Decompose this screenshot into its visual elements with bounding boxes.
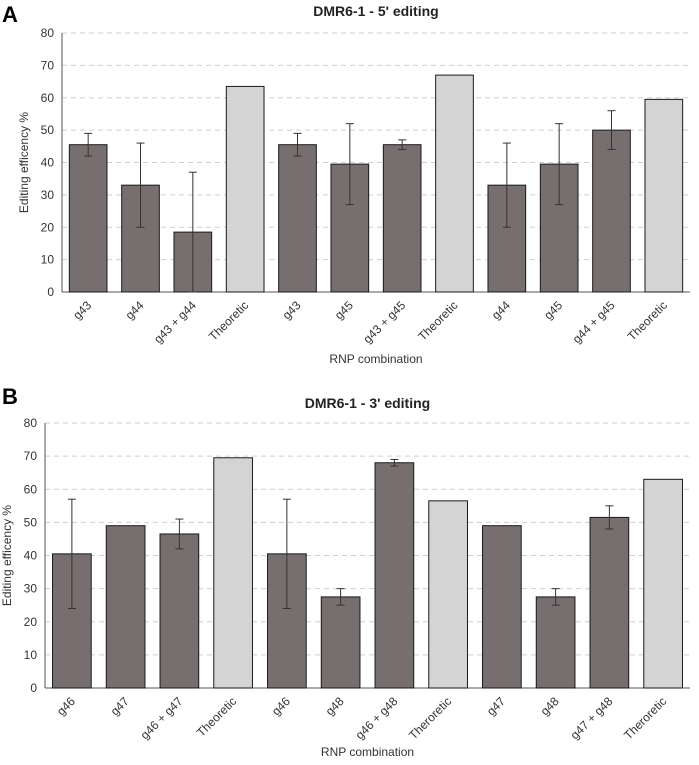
bar [105,525,146,689]
x-tick-label: g43 + g45 [360,298,408,346]
x-tick-label: g46 [269,694,293,718]
bar [592,129,631,293]
bar-theoretic [435,74,474,293]
x-tick-label: g46 [54,694,78,718]
x-tick-label: g43 [280,298,304,322]
y-axis-label: Editing efficency % [17,112,31,213]
x-tick-label: g46 + g47 [138,694,186,742]
x-tick-label: g48 [538,694,562,718]
x-tick-label: g43 + g44 [151,298,199,346]
bar [68,144,108,293]
x-tick-label: g44 [489,298,513,322]
bar [121,184,160,293]
chart-b: DMR6-1 - 3' editing 0 10 20 30 40 50 60 70 80 g46 g… [0,395,690,759]
bar-theoretic [643,478,683,689]
y-tick-label: 60 [41,91,55,105]
x-tick-label: g44 [123,298,147,322]
y-tick-label: 0 [47,285,54,299]
x-tick-label: g46 + g48 [353,694,401,742]
x-tick-label: g43 [70,298,94,322]
y-tick-label: 40 [24,549,38,563]
y-tick-label: 50 [41,123,55,137]
chart-title: DMR6-1 - 3' editing [305,395,430,411]
x-tick-label: g45 [541,298,565,322]
x-tick-label: g47 [484,694,508,718]
bar [382,144,422,293]
y-tick-label: 70 [24,449,38,463]
y-tick-label: 60 [24,482,38,496]
x-axis-label: RNP combination [329,352,422,366]
y-tick-label: 10 [41,253,55,267]
bar [278,144,317,293]
x-tick-label: Theoretic [415,298,460,343]
y-tick-label: 50 [24,515,38,529]
x-tick-label: Theoretic [625,298,670,343]
bar [487,184,527,293]
panel-letter: A [2,2,18,27]
bar [374,462,415,689]
bar [482,525,522,689]
bar [159,533,200,689]
bar-theoretic [428,500,468,689]
x-axis-label: RNP combination [321,745,414,759]
bar [535,596,576,689]
chart-a: DMR6-1 - 5' editing 0 10 20 30 40 50 60 70 80 g43 g… [17,3,690,366]
y-tick-label: 10 [24,648,38,662]
x-tick-label: g44 + g45 [570,298,618,346]
chart-panel-b: B DMR6-1 - 3' editing 0 10 20 30 40 50 60 70 80 g4… [0,382,699,765]
y-tick-label: 20 [24,615,38,629]
bar [320,596,361,689]
x-tick-label: g48 [323,694,347,718]
y-tick-label: 20 [41,220,55,234]
bar-theoretic [213,457,253,689]
x-tick-label: Theoretic [194,694,239,739]
y-tick-label: 30 [41,188,55,202]
x-tick-label: Theoretic [206,298,251,343]
x-tick-label: g47 [108,694,132,718]
y-tick-label: 30 [24,582,38,596]
chart-panel-a: A DMR6-1 - 5' editing 0 10 20 30 40 50 60 70 80 g4… [0,0,699,382]
chart-title: DMR6-1 - 5' editing [313,3,438,19]
y-tick-label: 0 [30,681,37,695]
y-tick-label: 80 [41,26,55,40]
panel-letter: B [2,384,18,409]
y-tick-label: 80 [24,416,38,430]
x-tick-label: g47 + g48 [568,694,616,742]
y-tick-label: 40 [41,156,55,170]
bar-theoretic [644,98,684,293]
y-axis-label: Editing efficency % [0,505,14,606]
x-tick-label: Theroretic [621,694,669,742]
bar [589,516,630,689]
x-tick-label: g45 [332,298,356,322]
y-tick-label: 70 [41,58,55,72]
bar-theoretic [225,85,265,293]
x-tick-label: Theroretic [406,694,454,742]
